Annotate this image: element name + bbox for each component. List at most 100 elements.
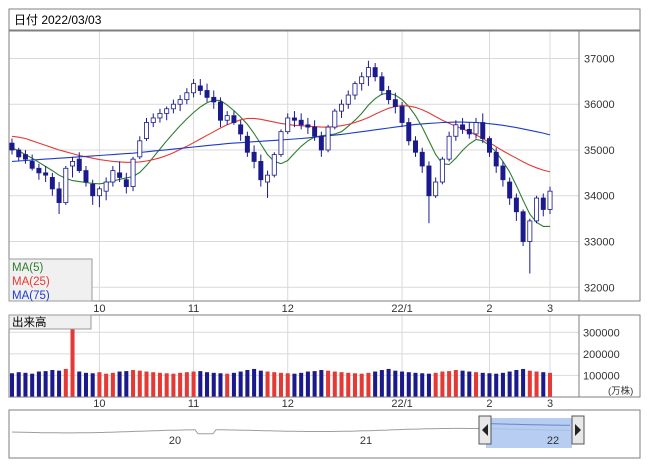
- volume-bar: [420, 373, 425, 397]
- volume-bar: [178, 372, 183, 397]
- volume-bar: [453, 370, 458, 397]
- candle: [49, 172, 55, 196]
- candle: [278, 129, 284, 157]
- navigator-selection-line: [486, 423, 570, 426]
- volume-bar: [77, 371, 82, 397]
- candle: [217, 97, 223, 128]
- volume-bar: [110, 372, 115, 397]
- volume-bar: [373, 371, 378, 397]
- volume-bar: [278, 372, 284, 397]
- candle: [439, 156, 445, 185]
- volume-bar: [97, 372, 102, 397]
- volume-bar: [272, 372, 277, 397]
- volume-bar: [131, 370, 136, 397]
- candle: [56, 182, 62, 215]
- candle: [16, 147, 22, 162]
- volume-x-axis: 10 11 12 22/1 2 3: [93, 398, 553, 410]
- candle: [486, 136, 492, 157]
- candle: [392, 92, 398, 114]
- volume-bar: [346, 372, 351, 397]
- ma-legend: [8, 258, 93, 302]
- candle: [386, 85, 392, 105]
- navigator-left-handle[interactable]: [478, 415, 492, 445]
- volume-bar: [191, 371, 196, 397]
- volume-bar: [164, 373, 169, 397]
- candle: [150, 113, 156, 128]
- candle: [540, 193, 546, 217]
- volume-bar: [352, 373, 357, 397]
- price-y-axis: 32000 33000 34000 35000 36000 37000: [584, 53, 615, 294]
- candle: [500, 161, 506, 187]
- volume-y-axis: 100000 200000 300000: [583, 327, 620, 382]
- candle: [29, 154, 35, 171]
- volume-bar: [238, 371, 243, 397]
- volume-bar: [171, 373, 176, 397]
- volume-bar: [359, 373, 364, 397]
- volume-bar: [474, 372, 479, 397]
- price-x-tick-label: 22/1: [391, 303, 412, 315]
- volume-bar: [157, 372, 162, 397]
- candle: [211, 90, 217, 109]
- navigator-x-axis: 20 21 22: [169, 435, 559, 447]
- volume-bar: [90, 373, 95, 397]
- price-x-tick-label: 11: [188, 303, 199, 315]
- price-y-tick-label: 36000: [584, 99, 615, 111]
- candle: [238, 120, 244, 141]
- candle: [527, 218, 533, 274]
- candle: [453, 120, 459, 141]
- candle: [130, 156, 136, 192]
- candle: [271, 152, 277, 178]
- candle: [123, 172, 129, 194]
- candle: [251, 145, 257, 169]
- volume-bar: [151, 372, 156, 397]
- volume-bar: [379, 370, 384, 397]
- volume-bar: [487, 373, 492, 397]
- volume-axis-frame: [578, 314, 641, 398]
- candle: [258, 154, 264, 187]
- candle: [265, 170, 271, 199]
- volume-bar: [83, 372, 88, 397]
- price-y-tick-label: 32000: [584, 282, 615, 294]
- candle: [244, 131, 250, 157]
- volume-bar: [433, 372, 438, 397]
- candle: [534, 195, 540, 224]
- price-y-tick-label: 37000: [584, 53, 615, 65]
- volume-bar: [534, 371, 539, 397]
- volume-bar: [507, 371, 512, 397]
- navigator-x-tick-label: 22: [547, 435, 559, 447]
- volume-bar: [265, 371, 270, 397]
- volume-bar: [500, 372, 505, 397]
- volume-bar: [231, 372, 236, 397]
- candle: [339, 99, 345, 118]
- navigator-selection[interactable]: [486, 418, 572, 448]
- candle: [63, 166, 69, 205]
- candle: [90, 179, 96, 205]
- price-axis-frame: [578, 30, 641, 302]
- candle: [231, 111, 237, 125]
- candle: [177, 95, 183, 112]
- volume-bar: [299, 372, 304, 397]
- navigator-right-handle[interactable]: [571, 415, 585, 445]
- candle: [332, 108, 338, 130]
- price-x-tick-label: 10: [93, 303, 105, 315]
- candle: [110, 166, 116, 187]
- header-bar: [8, 8, 641, 31]
- volume-bar: [292, 373, 297, 397]
- navigator-panel[interactable]: [8, 409, 641, 459]
- candle: [446, 131, 452, 162]
- volume-bar: [205, 372, 210, 397]
- candle: [473, 117, 479, 139]
- volume-y-tick-label: 200000: [583, 349, 620, 361]
- volume-bar: [104, 373, 109, 397]
- volume-bar: [426, 373, 431, 397]
- volume-bar: [124, 371, 129, 397]
- candle: [325, 124, 331, 153]
- volume-bar: [521, 368, 526, 397]
- candle: [83, 166, 89, 187]
- legend-ma75: MA(75): [12, 290, 50, 302]
- candle: [22, 149, 28, 164]
- candle: [43, 166, 49, 183]
- price-grid: [9, 31, 579, 301]
- candle: [372, 63, 378, 82]
